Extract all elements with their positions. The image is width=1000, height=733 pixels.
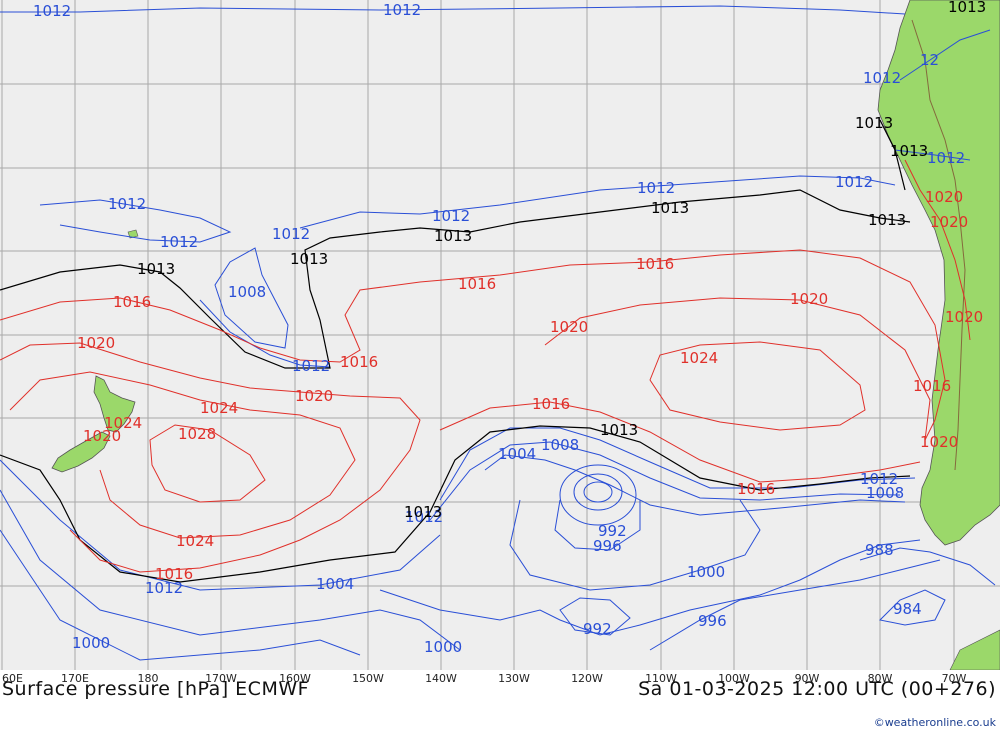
isobar-label: 1012 xyxy=(432,207,470,225)
map-canvas: 1012 1012 1012 1012 1012 1012 1012 1012 … xyxy=(0,0,1000,670)
low-pressure-isobars xyxy=(0,5,996,661)
isobar-label: 1012 xyxy=(292,357,330,375)
longitude-label: 160W xyxy=(279,672,311,685)
longitude-label: 110W xyxy=(645,672,677,685)
isobar-1013 xyxy=(0,119,911,583)
isobar-label: 1004 xyxy=(498,445,536,463)
isobar-label: 1020 xyxy=(920,433,958,451)
fiji-islands xyxy=(127,229,139,239)
isobar-label: 1012 xyxy=(108,195,146,213)
isobar-label: 1012 xyxy=(835,173,873,191)
forecast-datetime: Sa 01-03-2025 12:00 UTC (00+276) xyxy=(638,678,996,700)
isobar-label: 1013 xyxy=(855,114,893,132)
isobar-label: 988 xyxy=(865,541,894,559)
longitude-label: 180 xyxy=(137,672,159,685)
longitude-label: 120W xyxy=(571,672,603,685)
longitude-label: 140W xyxy=(425,672,457,685)
isobar-label: 1000 xyxy=(424,638,462,656)
isobar-label: 1012 xyxy=(33,2,71,20)
isobar-label: 1016 xyxy=(458,275,496,293)
new-zealand-south-island xyxy=(51,431,111,473)
isobar-label: 1020 xyxy=(550,318,588,336)
longitude-label: 130W xyxy=(498,672,530,685)
andes-highlands xyxy=(911,19,966,471)
longitude-label: 80W xyxy=(867,672,893,685)
isobar-label: 1016 xyxy=(532,395,570,413)
isobar-label: 1013 xyxy=(868,211,906,229)
isobar-label: 1024 xyxy=(104,414,142,432)
isobar-label: 1012 xyxy=(160,233,198,251)
isobar-label: 1016 xyxy=(155,565,193,583)
high-pressure-isobars xyxy=(0,159,971,573)
new-zealand-north-island xyxy=(93,375,136,433)
isobar-label: 1013 xyxy=(948,0,986,16)
isobar-label: 996 xyxy=(698,612,727,630)
isobar-label: 1013 xyxy=(600,421,638,439)
isobar-label: 1013 xyxy=(137,260,175,278)
isobar-label: 1008 xyxy=(866,484,904,502)
isobar-label: 1016 xyxy=(340,353,378,371)
south-america-land xyxy=(877,0,1000,546)
land-masses xyxy=(51,0,1000,670)
isobar-label: 1020 xyxy=(945,308,983,326)
isobar-label: 1016 xyxy=(737,480,775,498)
isobar-label: 996 xyxy=(593,537,622,555)
longitude-label: 60E xyxy=(2,672,23,685)
isobar-label: 1020 xyxy=(83,427,121,445)
isobar-label: 1000 xyxy=(72,634,110,652)
longitude-label: 170E xyxy=(61,672,89,685)
isobar-label: 1013 xyxy=(404,503,442,521)
isobar-label: 1020 xyxy=(790,290,828,308)
isobar-label: 1013 xyxy=(290,250,328,268)
isobar-label: 1013 xyxy=(651,199,689,217)
longitude-label: 150W xyxy=(352,672,384,685)
high-pressure-labels: 1016 1016 1016 1020 1020 1024 1020 1024 … xyxy=(77,188,983,583)
antarctic-coast xyxy=(949,629,1000,670)
isobar-label: 1028 xyxy=(178,425,216,443)
isobar-label: 984 xyxy=(893,600,922,618)
isobar-label: 1016 xyxy=(636,255,674,273)
isobar-label: 1012 xyxy=(927,149,965,167)
longitude-label: 70W xyxy=(941,672,967,685)
credit-link[interactable]: ©weatheronline.co.uk xyxy=(873,716,996,729)
isobar-label: 1024 xyxy=(200,399,238,417)
isobar-label: 1013 xyxy=(890,142,928,160)
pressure-map: 1012 1012 1012 1012 1012 1012 1012 1012 … xyxy=(0,0,1000,670)
isobar-label: 1012 xyxy=(272,225,310,243)
isobar-label: 1020 xyxy=(77,334,115,352)
isobar-label: 1012 xyxy=(145,579,183,597)
isobar-label: 1016 xyxy=(113,293,151,311)
isobar-label: 1024 xyxy=(680,349,718,367)
isobar-label: 1012 xyxy=(637,179,675,197)
isobar-label: 1008 xyxy=(541,436,579,454)
isobar-label: 1012 xyxy=(383,1,421,19)
isobar-label: 1012 xyxy=(860,470,898,488)
isobar-label: 1004 xyxy=(316,575,354,593)
isobar-label: 1016 xyxy=(913,377,951,395)
isobar-label: 1000 xyxy=(687,563,725,581)
isobar-label: 1013 xyxy=(434,227,472,245)
isobar-label: 1020 xyxy=(925,188,963,206)
longitude-label: 170W xyxy=(205,672,237,685)
isobar-label: 1012 xyxy=(405,508,443,526)
isobar-label: 992 xyxy=(598,522,627,540)
isobar-label: 12 xyxy=(920,51,939,69)
low-pressure-labels: 1012 1012 1012 1012 1012 1012 1012 1012 … xyxy=(33,1,965,656)
isobar-label: 1008 xyxy=(228,283,266,301)
longitude-label: 100W xyxy=(718,672,750,685)
isobar-label: 1012 xyxy=(863,69,901,87)
isobar-label: 1024 xyxy=(176,532,214,550)
map-title: Surface pressure [hPa] ECMWF xyxy=(2,678,310,700)
isobar-label: 992 xyxy=(583,620,612,638)
map-footer: 60E 170E 180 170W 160W 150W 140W 130W 12… xyxy=(0,670,1000,733)
isobar-1013-labels: 1013 1013 1013 1013 1013 1013 1013 1013 … xyxy=(137,0,986,521)
isobar-label: 1020 xyxy=(930,213,968,231)
longitude-label: 90W xyxy=(794,672,820,685)
isobar-label: 1020 xyxy=(295,387,333,405)
